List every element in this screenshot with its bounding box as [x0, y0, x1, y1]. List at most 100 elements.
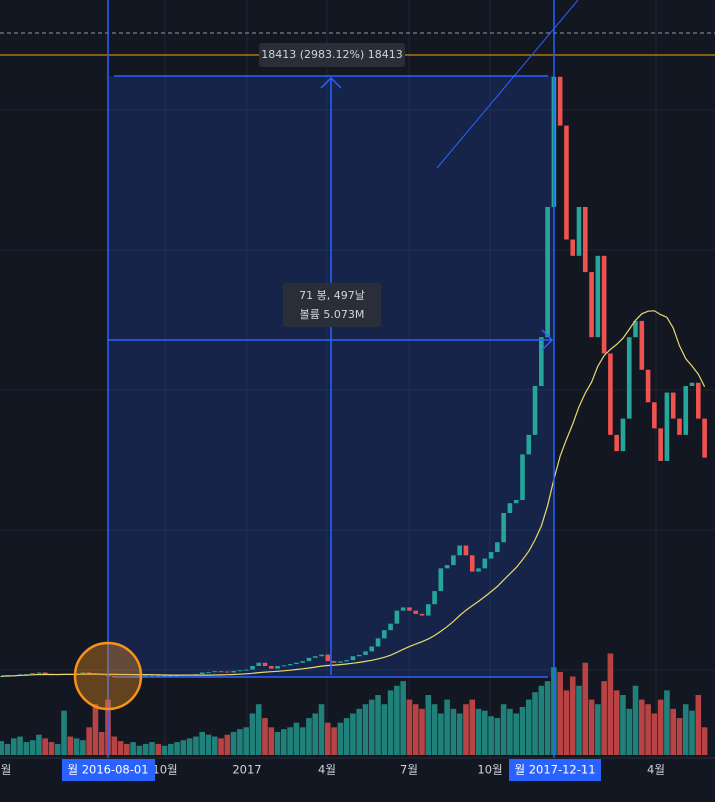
volume-bar	[626, 708, 633, 755]
candle	[444, 565, 450, 569]
x-tick-label: 2017	[232, 763, 261, 777]
volume-bar	[350, 713, 356, 755]
volume-bar	[155, 743, 162, 755]
volume-bar	[193, 736, 199, 755]
volume-bar	[645, 704, 651, 755]
candle	[42, 672, 48, 674]
candle	[702, 418, 707, 458]
candle	[312, 656, 318, 658]
candle	[457, 545, 462, 556]
volume-bar	[331, 727, 337, 755]
candle	[325, 654, 331, 662]
candle	[218, 671, 224, 673]
candle	[463, 545, 469, 556]
volume-bar	[73, 738, 80, 755]
candle	[231, 670, 236, 673]
candle	[30, 673, 35, 675]
volume-bar	[538, 685, 545, 755]
volume-bar	[111, 736, 118, 755]
candle	[664, 392, 670, 461]
volume-bar	[287, 727, 293, 755]
volume-bar	[274, 731, 281, 755]
candle	[513, 499, 519, 504]
measure-price: 18413 (2983.12%) 18413	[261, 48, 403, 61]
arrow-head	[541, 329, 554, 351]
candle	[294, 662, 299, 665]
candle	[488, 552, 494, 559]
label-box	[259, 43, 405, 67]
candle	[350, 656, 356, 661]
candle	[413, 610, 419, 614]
volume-bar	[381, 704, 388, 755]
volume-bar	[42, 738, 48, 755]
volume-bar	[337, 722, 344, 755]
candle	[36, 672, 42, 674]
volume-bar	[400, 681, 406, 755]
volume-bar	[544, 681, 551, 755]
candle	[256, 662, 262, 667]
volume-bar	[613, 690, 620, 755]
candle	[639, 320, 645, 370]
volume-bar	[651, 713, 658, 755]
candle	[476, 568, 481, 572]
volume-bar	[701, 727, 708, 755]
volume-bar	[601, 681, 607, 755]
range-end: 월 2017-12-11	[514, 763, 595, 777]
candle	[262, 662, 268, 667]
candle	[237, 670, 243, 672]
volume-bar	[639, 699, 645, 755]
volume-bar	[375, 695, 381, 755]
candle	[344, 660, 349, 662]
measure-bars: 71 봉, 497날	[299, 289, 365, 302]
label-box	[283, 283, 381, 327]
candle	[683, 386, 689, 435]
volume-bar	[444, 699, 450, 755]
candle	[250, 666, 255, 670]
volume-bar	[17, 736, 23, 755]
highlight-circle	[73, 641, 143, 711]
volume-bar	[130, 742, 136, 755]
volume-bar	[588, 699, 595, 755]
volume-bar	[61, 710, 67, 755]
candle	[482, 558, 488, 569]
candle	[356, 654, 362, 657]
volume-bar	[237, 729, 243, 755]
volume-bar	[67, 736, 74, 755]
volume-bar	[230, 731, 237, 755]
volume-bar	[36, 734, 42, 755]
range-start-badge	[62, 759, 155, 781]
candle	[168, 675, 174, 677]
candle	[620, 418, 626, 452]
volume-bar	[657, 699, 664, 755]
range-start: 월 2016-08-01	[67, 763, 148, 777]
volume-bar	[569, 676, 576, 755]
candle	[212, 671, 218, 673]
candle	[400, 607, 406, 611]
volume-bar	[92, 704, 99, 755]
volume-bar	[431, 704, 438, 755]
volume-bar	[664, 690, 670, 755]
volume-bar	[525, 699, 532, 755]
candle	[582, 206, 588, 273]
volume-bar	[174, 742, 180, 755]
candle	[86, 672, 92, 674]
candle	[576, 206, 582, 256]
candle	[645, 369, 651, 403]
range-end-badge	[509, 759, 601, 781]
x-tick-label: 10월	[477, 763, 502, 777]
candle	[419, 613, 425, 616]
candle	[658, 428, 663, 461]
volume-bar	[676, 718, 683, 755]
volume-bar	[306, 718, 312, 755]
candle	[206, 672, 211, 674]
candle	[268, 666, 274, 669]
volume-bar	[695, 695, 702, 755]
volume-bar	[682, 704, 689, 755]
volume-bar	[325, 722, 331, 755]
candle	[281, 665, 287, 667]
candle	[425, 604, 431, 616]
candle	[319, 654, 324, 657]
volume-bar	[582, 662, 589, 755]
volume	[0, 653, 708, 755]
